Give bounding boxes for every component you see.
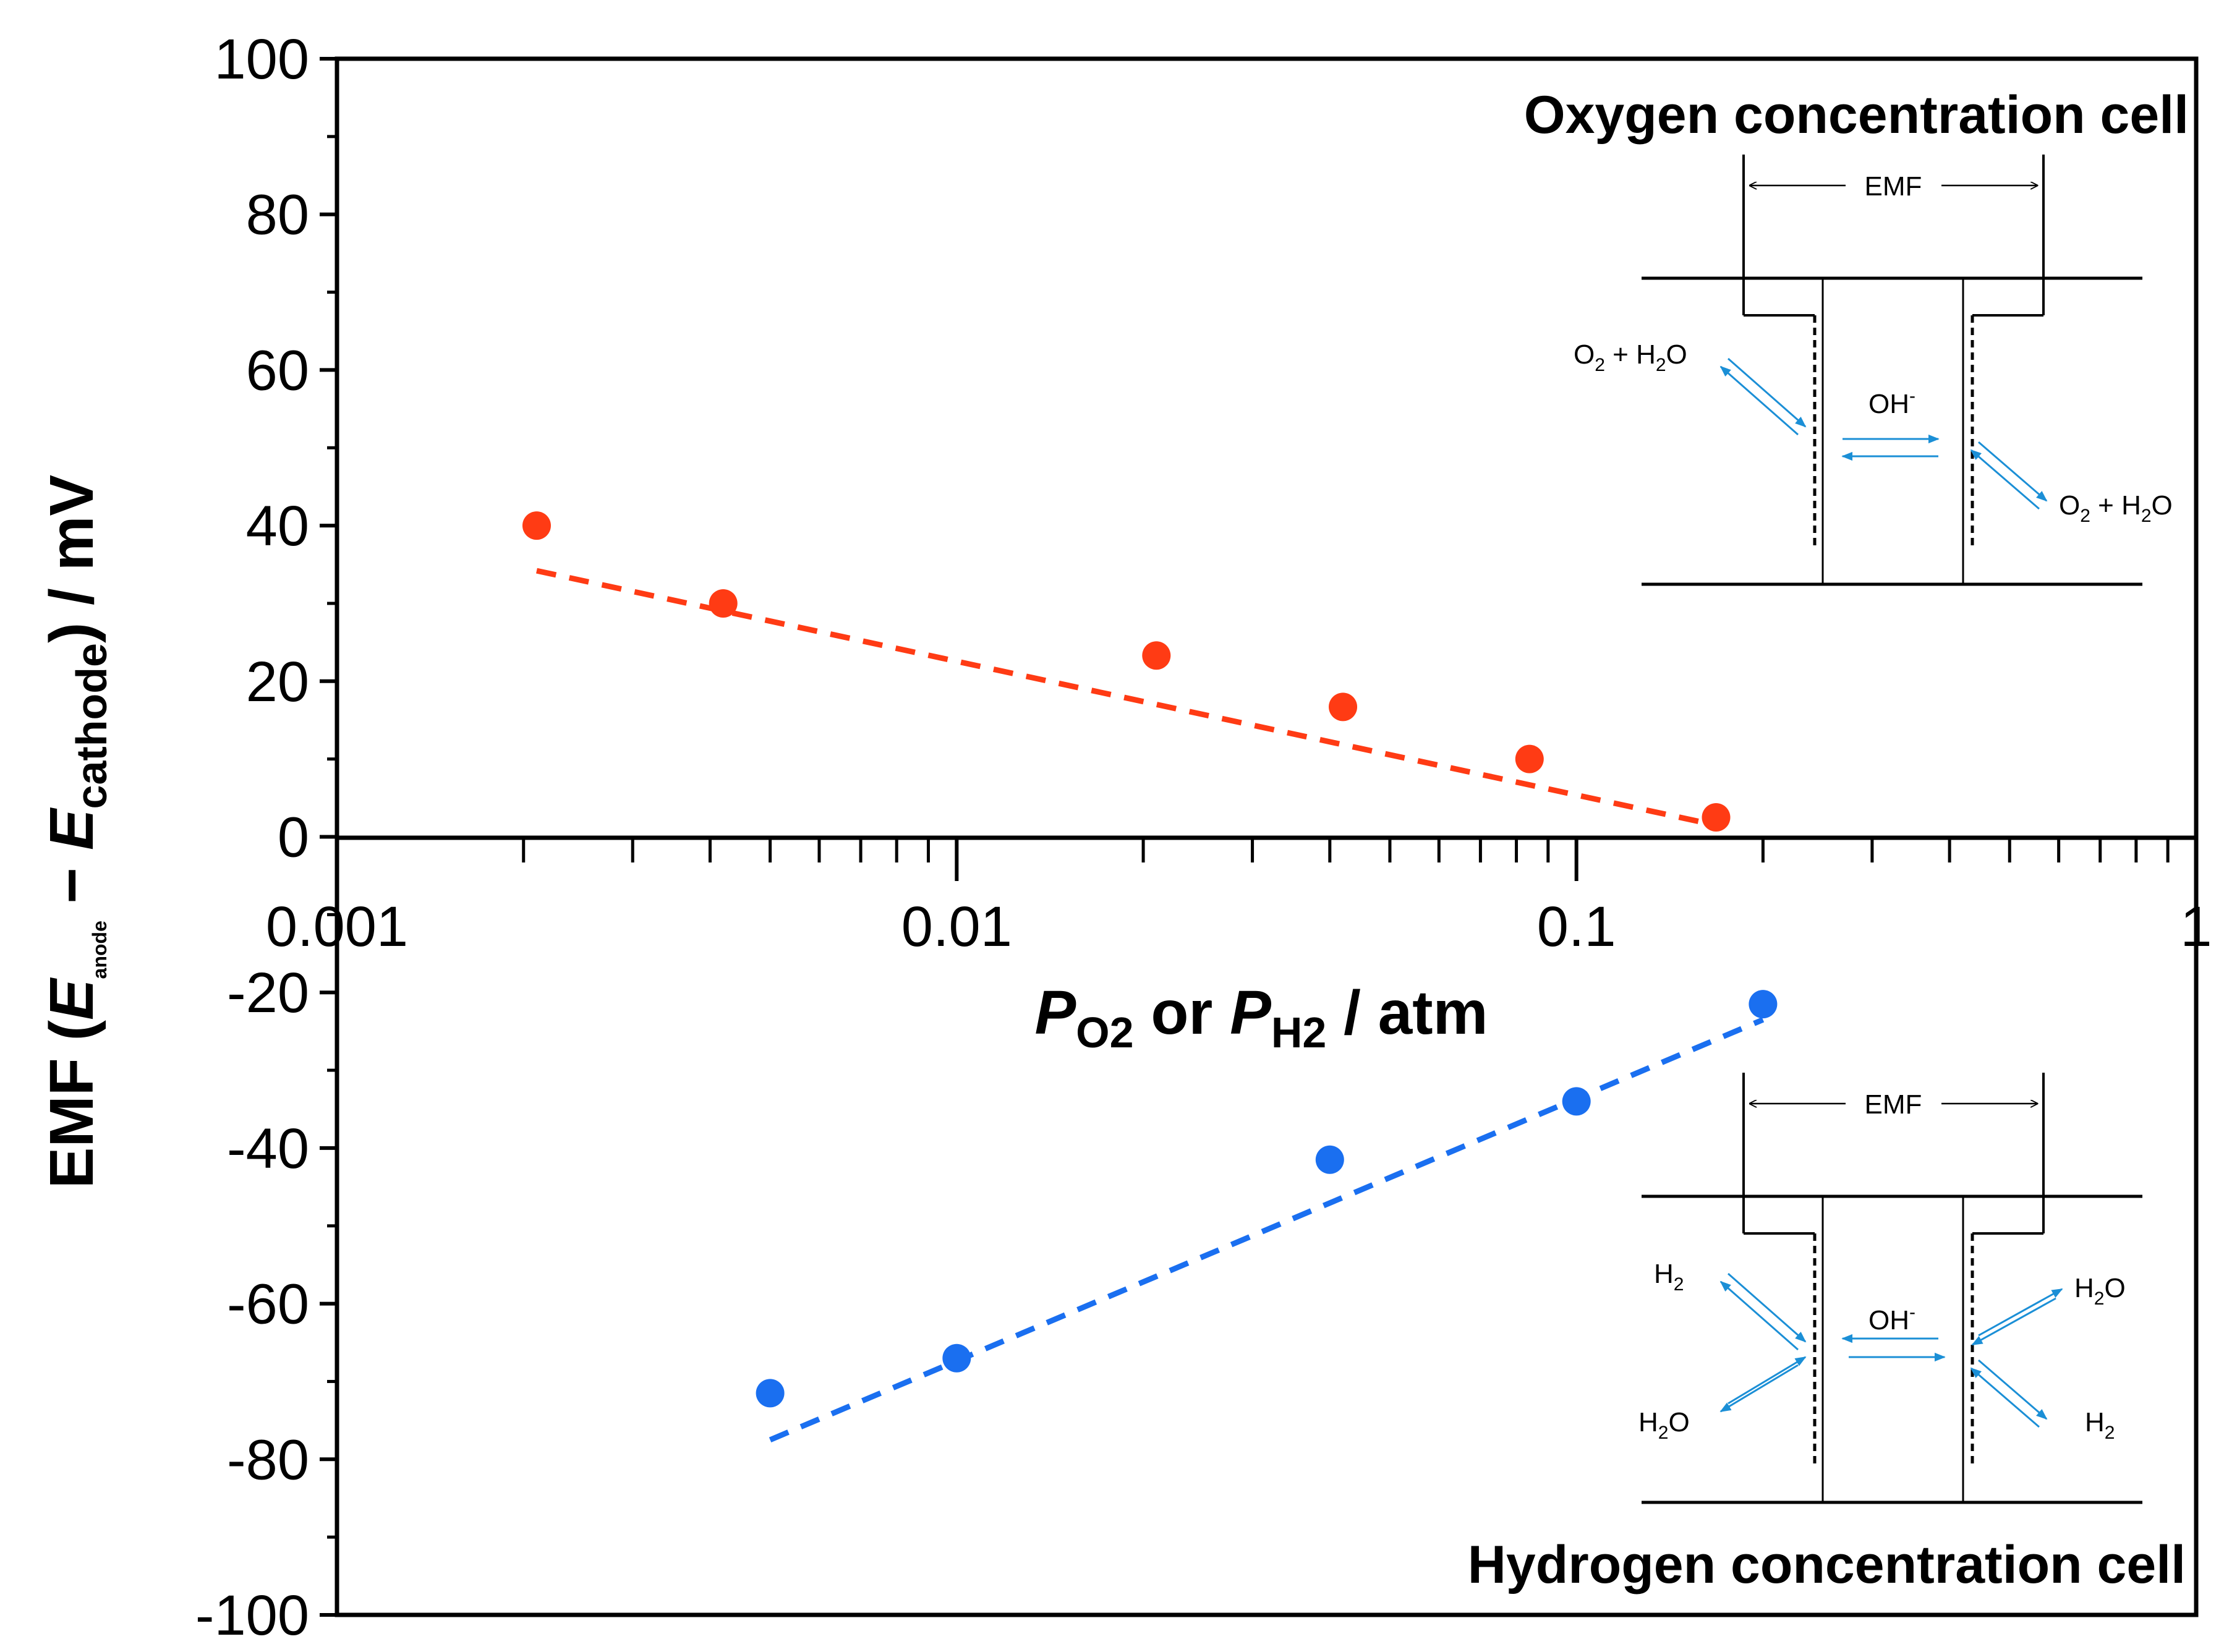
x-axis-title: PO2 or PH2 / atm <box>1034 978 1488 1057</box>
hydrogen-right-top-species: H2O <box>2074 1273 2126 1309</box>
oxygen-ion-label: OH- <box>1868 386 1915 419</box>
y-tick-label: -60 <box>227 1273 309 1336</box>
y-tick-label: 0 <box>278 806 309 869</box>
oxygen-right-arrow-in <box>1970 449 2040 510</box>
y-tick-label: 80 <box>246 184 309 247</box>
oxygen-data-point <box>1702 803 1731 832</box>
hydrogen-data-point <box>1562 1087 1591 1116</box>
y-axis: 100 80 60 40 20 0 -20 -40 -60 -80 -100 <box>195 28 337 1647</box>
hydrogen-data-point <box>756 1379 785 1408</box>
oxygen-data-point <box>522 511 551 540</box>
x-tick-label: 0.1 <box>1537 895 1616 958</box>
hydrogen-data-point <box>942 1343 971 1373</box>
y-tick-label: 40 <box>246 495 309 558</box>
hydrogen-cell-title: Hydrogen concentration cell <box>1468 1535 2186 1595</box>
x-axis: 0.001 0.01 0.1 1 <box>266 835 2212 958</box>
oxygen-right-arrow-out <box>1978 441 2048 502</box>
oxygen-emf-wire <box>1742 155 2045 317</box>
hydrogen-right-bottom-arrow-in <box>1970 1367 2040 1428</box>
hydrogen-emf-wire <box>1742 1073 2045 1235</box>
x-tick-label: 1 <box>2180 895 2212 958</box>
oxygen-data-point <box>1329 692 1358 722</box>
hydrogen-left-top-species: H2 <box>1654 1259 1684 1295</box>
hydrogen-data-point <box>1749 990 1778 1019</box>
oxygen-left-species: O2 + H2O <box>1574 339 1687 375</box>
oxygen-left-arrow-in <box>1728 357 1807 428</box>
hydrogen-right-top-arrow-out <box>1978 1288 2063 1337</box>
oxygen-right-species: O2 + H2O <box>2059 490 2173 526</box>
series-layer <box>522 511 1778 1442</box>
oxygen-left-arrow-out <box>1719 365 1799 436</box>
y-tick-label: -80 <box>227 1428 309 1491</box>
hydrogen-left-top-arrow-in <box>1728 1272 1807 1343</box>
oxygen-data-point <box>1142 641 1171 670</box>
hydrogen-left-bottom-arrow-in <box>1728 1356 1807 1405</box>
hydrogen-emf-label: EMF <box>1865 1089 1922 1120</box>
hydrogen-right-top-arrow-in <box>1971 1297 2056 1346</box>
oxygen-cell-title: Oxygen concentration cell <box>1524 85 2189 145</box>
y-tick-label: 20 <box>246 650 309 713</box>
hydrogen-right-bottom-arrow-out <box>1978 1359 2048 1420</box>
y-axis-title: EMF (Eanode − Ecathode) / mV <box>37 474 116 1188</box>
x-tick-label: 0.001 <box>266 895 408 958</box>
y-tick-label: 60 <box>246 339 309 402</box>
hydrogen-right-bottom-species: H2 <box>2085 1407 2115 1443</box>
y-tick-label: -40 <box>227 1117 309 1180</box>
y-tick-label: -20 <box>227 961 309 1024</box>
hydrogen-cell-inset: Hydrogen concentration cell EMF H2 H2O H… <box>1468 1073 2186 1595</box>
hydrogen-left-bottom-species: H2O <box>1638 1407 1690 1443</box>
hydrogen-ion-label: OH- <box>1868 1302 1915 1335</box>
x-tick-label: 0.01 <box>901 895 1012 958</box>
hydrogen-left-bottom-arrow-out <box>1719 1364 1799 1413</box>
y-tick-label: 100 <box>215 28 310 91</box>
hydrogen-fit-line <box>769 1017 1765 1442</box>
y-tick-label: -100 <box>195 1584 309 1647</box>
hydrogen-left-top-arrow-out <box>1719 1280 1799 1351</box>
hydrogen-data-point <box>1315 1145 1344 1174</box>
oxygen-emf-label: EMF <box>1865 171 1922 202</box>
oxygen-cell-inset: Oxygen concentration cell EMF O2 + H2O O… <box>1524 85 2189 586</box>
oxygen-data-point <box>709 589 738 618</box>
oxygen-data-point <box>1515 744 1544 773</box>
